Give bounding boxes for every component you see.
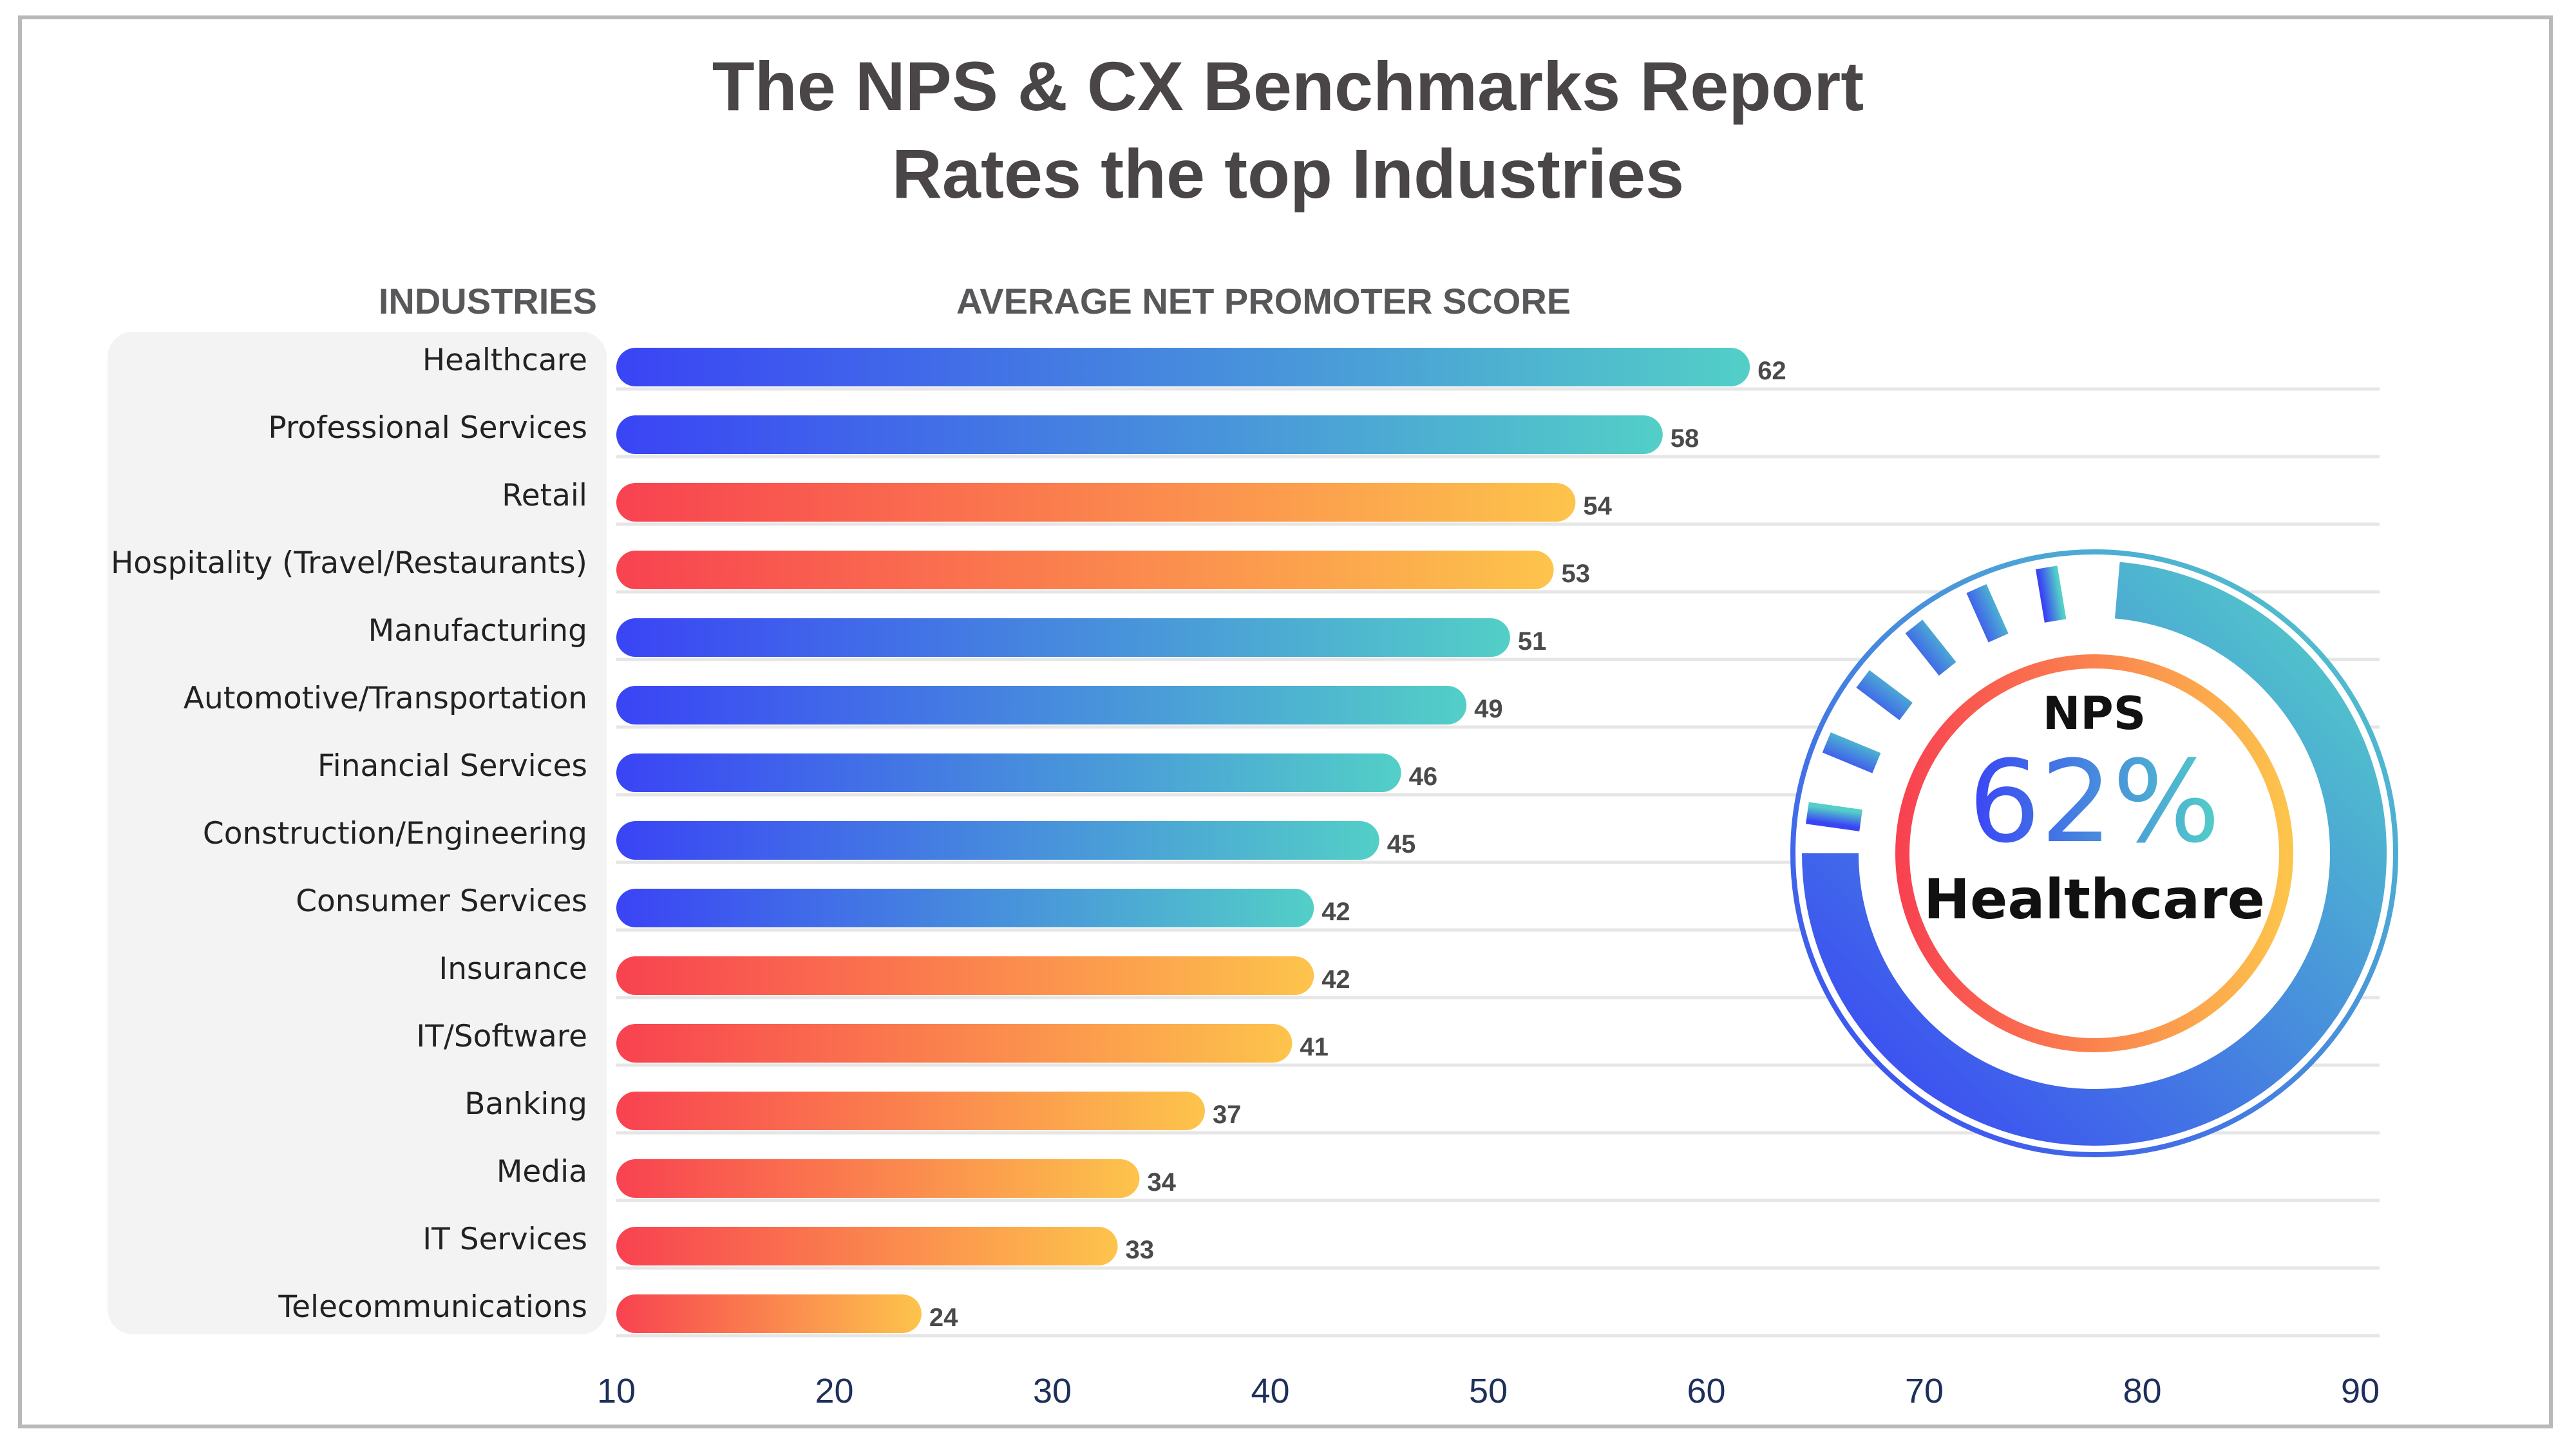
bar	[616, 483, 1576, 522]
bar	[616, 686, 1467, 724]
category-label: Consumer Services	[296, 884, 587, 919]
category-label-panel	[108, 332, 607, 1334]
bar	[616, 889, 1314, 927]
x-tick-label: 70	[1905, 1372, 1944, 1410]
badge-tick-mark	[1806, 802, 1862, 831]
badge-inner-circle	[1895, 654, 2293, 1052]
badge-tick-mark	[1822, 732, 1881, 773]
category-label: Insurance	[439, 951, 587, 987]
industries-column-header: INDUSTRIES	[378, 281, 597, 321]
value-label: 53	[1562, 560, 1591, 588]
value-label: 49	[1474, 695, 1503, 723]
bar	[616, 1227, 1118, 1265]
value-label: 37	[1213, 1101, 1242, 1129]
badge-tick-mark	[1966, 583, 2009, 643]
chart-title-line-1: The NPS & CX Benchmarks Report	[712, 47, 1864, 125]
value-label: 62	[1757, 357, 1786, 385]
category-label: Healthcare	[422, 343, 587, 378]
bar	[616, 618, 1510, 657]
bars	[616, 348, 1750, 1333]
x-tick-label: 60	[1687, 1372, 1725, 1410]
bar	[616, 1159, 1140, 1198]
x-tick-label: 10	[597, 1372, 636, 1410]
x-tick-label: 90	[2341, 1372, 2380, 1410]
badge-tick-mark	[1905, 620, 1956, 676]
value-label: 45	[1387, 830, 1416, 858]
x-tick-label: 80	[2123, 1372, 2161, 1410]
category-label: IT Services	[422, 1222, 587, 1257]
category-label: Automotive/Transportation	[184, 681, 587, 716]
nps-badge: NPS 62% Healthcare	[1790, 549, 2398, 1157]
value-label: 58	[1671, 424, 1700, 453]
value-label: 46	[1409, 762, 1438, 791]
score-column-header: AVERAGE NET PROMOTER SCORE	[956, 281, 1571, 321]
value-label: 42	[1321, 898, 1350, 926]
category-label: Financial Services	[317, 748, 587, 784]
category-label: Retail	[502, 478, 587, 513]
badge-industry-label: Healthcare	[1924, 867, 2265, 932]
category-label: Banking	[464, 1086, 587, 1122]
bar	[616, 1294, 922, 1333]
value-label: 51	[1518, 627, 1547, 656]
category-label: Professional Services	[268, 410, 587, 446]
bar	[616, 821, 1379, 860]
category-label: Construction/Engineering	[203, 816, 587, 851]
x-tick-label: 30	[1033, 1372, 1072, 1410]
value-label: 54	[1583, 492, 1612, 520]
value-label: 24	[929, 1303, 958, 1332]
category-label: IT/Software	[416, 1019, 587, 1054]
badge-nps-label: NPS	[2043, 687, 2146, 740]
badge-tick-mark	[2035, 565, 2067, 623]
value-label: 41	[1300, 1033, 1329, 1061]
value-label: 42	[1321, 965, 1350, 994]
chart-title-line-2: Rates the top Industries	[891, 135, 1685, 213]
bar	[616, 1024, 1293, 1063]
value-label: 33	[1126, 1236, 1155, 1264]
bar	[616, 415, 1663, 454]
badge-nps-value: 62%	[1968, 736, 2220, 868]
badge-tick-mark	[1856, 670, 1913, 721]
value-label: 34	[1147, 1168, 1176, 1197]
x-tick-label: 20	[815, 1372, 853, 1410]
bar	[616, 551, 1554, 589]
x-tick-label: 50	[1469, 1372, 1508, 1410]
x-tick-label: 40	[1251, 1372, 1289, 1410]
bar	[616, 1092, 1205, 1130]
category-label: Manufacturing	[368, 613, 587, 649]
category-label: Media	[497, 1154, 587, 1189]
category-label: Hospitality (Travel/Restaurants)	[111, 545, 587, 581]
category-labels: Healthcare Professional Services Retail Hos…	[111, 343, 587, 1325]
value-labels: 62 58 54 53 51 49 46 45 42 42 41 37 34 33 24	[929, 357, 1786, 1332]
x-axis-ticks: 10 20 30 40 50 60 70 80 90	[597, 1372, 2380, 1410]
badge-progress-arc	[1802, 562, 2387, 1146]
category-label: Telecommunications	[278, 1289, 587, 1325]
bar	[616, 956, 1314, 995]
bar	[616, 348, 1750, 386]
bar	[616, 753, 1401, 792]
